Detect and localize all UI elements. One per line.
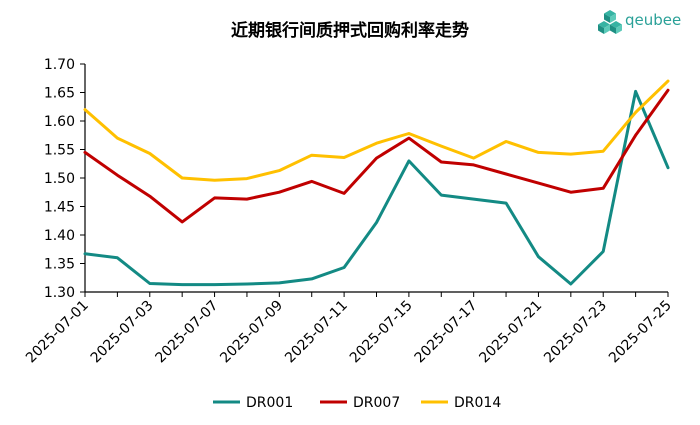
y-tick-label: 1.65 — [44, 86, 75, 102]
y-tick-label: 1.55 — [44, 143, 75, 159]
x-tick-label: 2025-07-15 — [347, 298, 416, 367]
x-tick-label: 2025-07-09 — [217, 298, 286, 367]
x-axis: 2025-07-012025-07-032025-07-072025-07-09… — [23, 291, 675, 367]
y-tick-label: 1.35 — [44, 257, 75, 273]
x-tick-label: 2025-07-25 — [606, 298, 675, 367]
x-tick-label: 2025-07-01 — [23, 298, 92, 367]
x-tick-label: 2025-07-17 — [412, 298, 481, 367]
x-tick-label: 2025-07-03 — [88, 298, 157, 367]
x-tick-label: 2025-07-21 — [476, 298, 545, 367]
chart-title: 近期银行间质押式回购利率走势 — [231, 20, 469, 41]
x-tick-label: 2025-07-11 — [282, 298, 351, 367]
series-line-dr014 — [83, 79, 670, 182]
y-tick-label: 1.60 — [44, 114, 75, 130]
y-tick-label: 1.30 — [44, 285, 75, 301]
qeubee-cubes-icon — [598, 10, 622, 34]
logo-text: qeubee — [625, 11, 682, 29]
series-line-dr007 — [83, 88, 670, 224]
y-tick-label: 1.70 — [44, 57, 75, 73]
qeubee-logo: qeubee — [597, 9, 695, 35]
legend-label-dr007: DR007 — [353, 395, 400, 411]
x-tick-label: 2025-07-07 — [153, 298, 222, 367]
legend-label-dr001: DR001 — [246, 395, 293, 411]
series-line-dr001 — [83, 89, 670, 287]
y-axis: 1.30 1.35 1.40 1.45 1.50 1.55 1.60 1.65 1.70 — [44, 57, 86, 301]
series-lines — [83, 79, 670, 287]
y-tick-label: 1.40 — [44, 228, 75, 244]
y-tick-label: 1.45 — [44, 200, 75, 216]
x-tick-label: 2025-07-23 — [541, 298, 610, 367]
legend: DR001 DR007 DR014 — [213, 395, 501, 411]
legend-label-dr014: DR014 — [454, 395, 501, 411]
y-tick-label: 1.50 — [44, 171, 75, 187]
